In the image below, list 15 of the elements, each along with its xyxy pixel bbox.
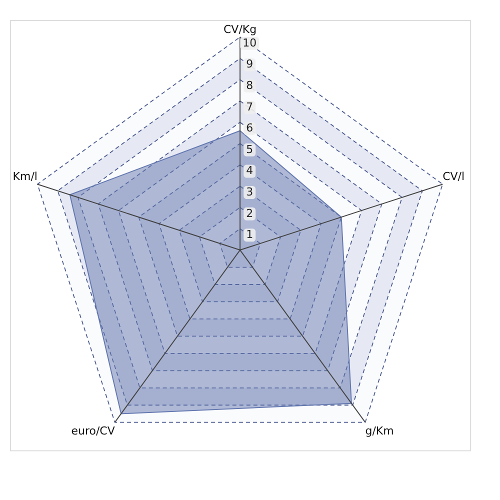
- spoke-label: CV/l: [442, 170, 465, 184]
- spoke-label: CV/Kg: [224, 23, 257, 36]
- y-tick-label: 10: [242, 36, 257, 50]
- spoke-label: Km/l: [12, 170, 38, 184]
- y-tick-label: 9: [246, 58, 254, 71]
- spoke-label: euro/CV: [71, 424, 116, 438]
- y-tick-label: 4: [246, 164, 254, 178]
- y-tick-label: 5: [246, 142, 254, 156]
- y-tick-label: 7: [246, 100, 254, 114]
- y-tick-label: 2: [246, 206, 254, 220]
- y-tick-label: 3: [246, 186, 254, 199]
- y-tick-label: 8: [246, 79, 254, 92]
- spoke-label: g/Km: [365, 424, 394, 438]
- y-tick-label: 1: [246, 228, 254, 242]
- y-tick-label: 6: [246, 122, 254, 135]
